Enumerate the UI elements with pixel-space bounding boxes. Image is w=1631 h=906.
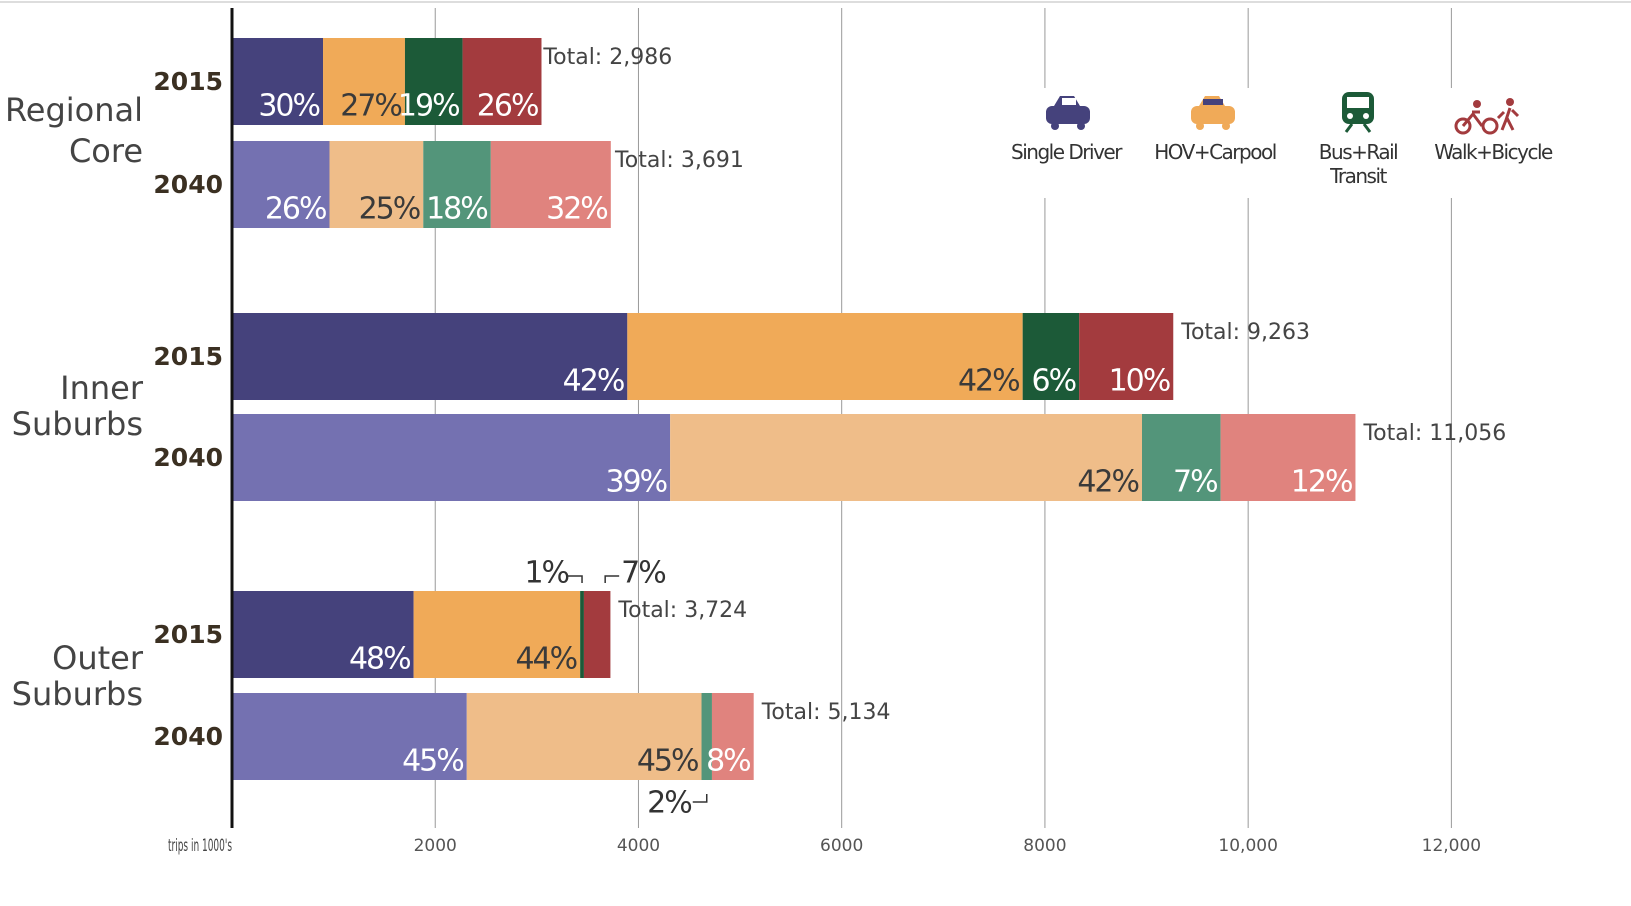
leader-line [604,575,620,583]
total-label: Total: 3,691 [614,148,744,173]
bar-segment [711,693,754,780]
bar-segment [232,313,628,400]
value-label: 42% [1077,465,1138,500]
value-label: 48% [349,642,410,677]
x-tick-label: 12,000 [1422,836,1481,856]
legend-label: HOV+Carpool [1154,140,1277,164]
value-label: 10% [1109,364,1170,399]
bar-segment [232,591,414,678]
value-label: 27% [340,89,401,124]
legend-label: Walk+Bicycle [1434,140,1553,164]
value-label: 26% [265,192,326,227]
group-label: Suburbs [12,675,143,713]
value-label: 7% [1173,465,1217,500]
category-label: 2040 [153,170,223,199]
legend-background [1000,88,1560,198]
bar-segment [1079,313,1174,400]
bar-segment [413,591,581,678]
value-label: 26% [477,89,538,124]
value-label: 7% [621,556,665,591]
value-label: 8% [706,744,750,779]
legend-label: Single Driver [1011,140,1122,164]
bar-segment [580,591,584,678]
bar-segment [583,591,611,678]
value-label: 12% [1291,465,1352,500]
value-label: 25% [359,192,420,227]
value-label: 30% [258,89,319,124]
total-label: Total: 2,986 [542,45,672,70]
bar-segment [423,141,491,228]
group-label: Core [69,132,143,170]
total-label: Total: 9,263 [1180,320,1310,345]
leader-line [568,575,583,583]
group-label: Inner [60,369,144,407]
x-tick-label: 8000 [1023,836,1066,856]
total-label: Total: 11,056 [1362,421,1506,446]
x-tick-label: 6000 [820,836,863,856]
x-tick-label: 2000 [414,836,457,856]
total-label: Total: 5,134 [761,700,891,725]
bar-segment [1220,414,1356,501]
bar-segment [670,414,1143,501]
category-label: 2040 [153,443,223,472]
value-label: 1% [524,556,568,591]
bar-segment [1022,313,1080,400]
value-label: 39% [605,465,666,500]
x-tick-label: 4000 [617,836,660,856]
value-label: 2% [647,786,691,821]
bar-segment [232,693,467,780]
category-label: 2015 [153,342,223,371]
bar-segment [404,38,463,125]
value-label: 45% [637,744,698,779]
value-label: 19% [398,89,459,124]
bar-segment [232,141,330,228]
value-label: 45% [402,744,463,779]
value-label: 44% [515,642,576,677]
group-label: Outer [52,639,144,677]
bar-segment [232,38,324,125]
category-label: 2015 [153,620,223,649]
value-label: 6% [1032,364,1076,399]
value-label: 32% [546,192,607,227]
bar-segment [329,141,424,228]
value-label: 42% [563,364,624,399]
value-label: 18% [426,192,487,227]
legend-label: Bus+Rail Transit [1318,140,1399,188]
bar-segment [627,313,1023,400]
category-label: 2040 [153,722,223,751]
value-label: 42% [958,364,1019,399]
bar-segment [490,141,611,228]
total-label: Total: 3,724 [617,598,747,623]
group-label: Suburbs [12,405,143,443]
x-tick-label: 10,000 [1218,836,1277,856]
legend-icons [1046,92,1520,135]
leader-line [692,794,708,803]
x-axis-label: trips in 1000's [168,836,232,856]
category-label: 2015 [153,67,223,96]
bar-segment [701,693,712,780]
bar-segment [232,414,671,501]
group-label: Regional [5,91,143,129]
bar-segment [462,38,542,125]
bar-segment [466,693,702,780]
bar-segment [1142,414,1221,501]
bar-segment [323,38,405,125]
